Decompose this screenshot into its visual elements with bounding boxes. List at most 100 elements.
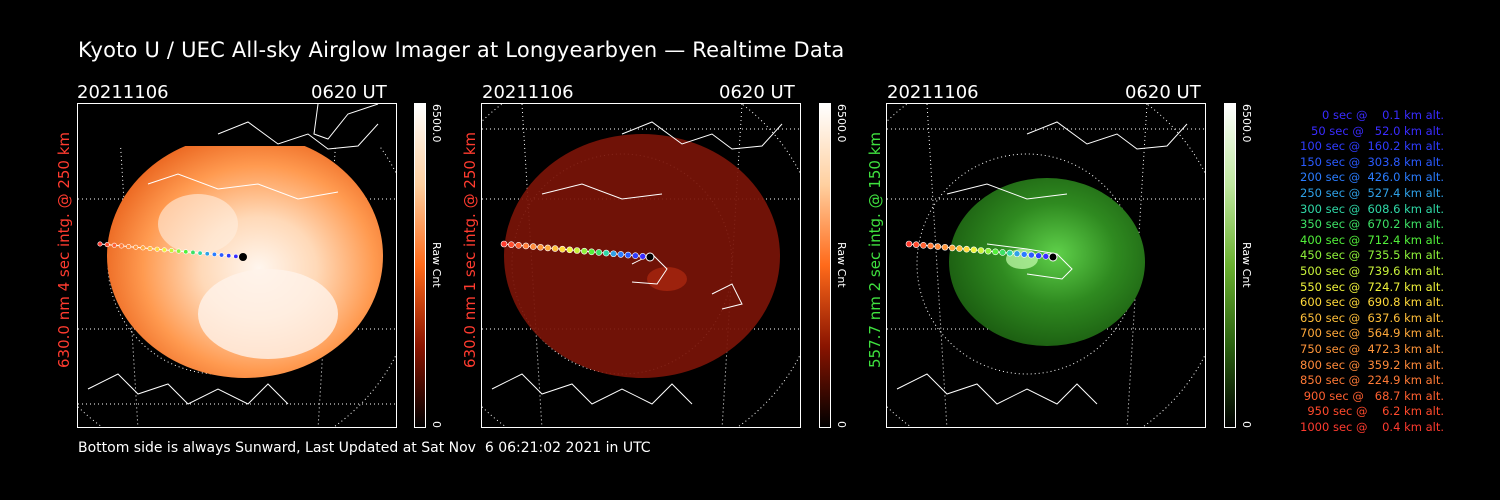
panel3-allsky-image (886, 103, 1206, 428)
panel1-wavelength-label: 630.0 nm 4 sec intg. @ 250 km (55, 131, 73, 368)
panel2-cbar-unit: Raw Cnt (835, 242, 848, 288)
legend-row: 900 sec @ 68.7 km alt. (1303, 388, 1444, 403)
panel3-colorbar (1224, 103, 1236, 428)
trajectory-point (140, 245, 146, 251)
trajectory-point (573, 247, 581, 254)
trajectory-point (581, 247, 588, 255)
trajectory-point (211, 251, 217, 257)
trajectory-point (183, 249, 189, 255)
trajectory-point (118, 243, 124, 249)
panel2-time: 0620 UT (719, 82, 795, 103)
trajectory-point (190, 249, 196, 255)
trajectory-point (169, 248, 175, 254)
trajectory-point (941, 243, 949, 251)
trajectory-point (104, 242, 110, 248)
trajectory-point (632, 252, 639, 259)
trajectory-point (522, 242, 530, 250)
trajectory-point (133, 244, 139, 250)
trajectory-point (1020, 251, 1028, 258)
legend-row: 750 sec @ 472.3 km alt. (1300, 341, 1444, 356)
legend-row: 850 sec @ 224.9 km alt. (1300, 373, 1444, 388)
legend-row: 50 sec @ 52.0 km alt. (1311, 123, 1444, 138)
trajectory-point (126, 244, 132, 250)
trajectory-point (617, 251, 625, 258)
legend-row: 300 sec @ 608.6 km alt. (1300, 201, 1444, 216)
panel3-time: 0620 UT (1125, 82, 1201, 103)
legend-row: 700 sec @ 564.9 km alt. (1300, 326, 1444, 341)
panel2-wavelength-label: 630.0 nm 1 sec intg. @ 250 km (461, 131, 479, 368)
panel2-cbar-max: 6500.0 (835, 104, 848, 143)
panel1-cbar-unit: Raw Cnt (430, 242, 443, 288)
trajectory-point (624, 251, 632, 259)
legend-row: 0 sec @ 0.1 km alt. (1321, 108, 1444, 122)
trajectory-point (1042, 253, 1050, 260)
panel1-image-canvas (78, 104, 396, 427)
trajectory-point (912, 241, 920, 248)
panel1-station-marker (239, 253, 247, 261)
page-title: Kyoto U / UEC All-sky Airglow Imager at … (78, 38, 845, 62)
trajectory-point (507, 241, 515, 248)
legend-row: 100 sec @ 160.2 km alt. (1300, 139, 1444, 154)
trajectory-point (559, 245, 566, 253)
panel1-colorbar (414, 103, 426, 428)
panel3-cbar-min: 0 (1240, 421, 1253, 428)
trajectory-point (544, 244, 552, 252)
trajectory-point (204, 251, 210, 257)
legend-row: 200 sec @ 426.0 km alt. (1300, 170, 1444, 185)
trajectory-point (999, 249, 1006, 256)
trajectory-point (970, 246, 978, 254)
trajectory-point (595, 249, 603, 256)
panel3-image-canvas (887, 104, 1205, 427)
legend-row: 400 sec @ 712.4 km alt. (1300, 232, 1444, 247)
panel1-allsky-image (77, 103, 397, 428)
panel2-image-canvas (482, 104, 800, 427)
trajectory-point (197, 250, 203, 256)
trajectory-point (588, 248, 595, 256)
trajectory-point (963, 245, 970, 253)
panel1-time: 0620 UT (311, 82, 387, 103)
trajectory-point (500, 240, 508, 248)
panel3-wavelength-label: 557.7 nm 2 sec intg. @ 150 km (866, 131, 884, 368)
trajectory-point (537, 243, 544, 251)
legend-row: 950 sec @ 6.2 km alt. (1307, 404, 1444, 419)
legend-row: 600 sec @ 690.8 km alt. (1300, 295, 1444, 310)
trajectory-point (992, 248, 999, 256)
panel3-cbar-max: 6500.0 (1240, 104, 1253, 143)
trajectory-point (226, 253, 232, 259)
legend-row: 250 sec @ 527.4 km alt. (1300, 185, 1444, 200)
legend-row: 550 sec @ 724.7 km alt. (1300, 279, 1444, 294)
trajectory-point (551, 245, 559, 252)
trajectory-point (147, 246, 153, 252)
trajectory-point (602, 249, 610, 257)
panel3-station-marker (1048, 252, 1058, 262)
trajectory-point (515, 242, 522, 249)
trajectory-point (984, 247, 992, 255)
panel1-date: 20211106 (77, 82, 169, 103)
trajectory-point (219, 252, 225, 258)
trajectory-point (1013, 250, 1021, 258)
trajectory-point (529, 243, 537, 250)
trajectory-legend: 0 sec @ 0.1 km alt. 50 sec @ 52.0 km alt.… (1262, 108, 1444, 435)
trajectory-point (566, 246, 573, 254)
trajectory-point (934, 243, 942, 250)
trajectory-point (956, 245, 963, 252)
trajectory-point (154, 246, 160, 252)
trajectory-point (905, 240, 913, 248)
panel2-cbar-min: 0 (835, 421, 848, 428)
legend-row: 650 sec @ 637.6 km alt. (1300, 310, 1444, 325)
panel2-station-marker (645, 252, 655, 262)
trajectory-point (1006, 249, 1014, 257)
footer-status: Bottom side is always Sunward, Last Upda… (78, 440, 651, 456)
trajectory-point (639, 253, 646, 260)
panel1-cbar-min: 0 (430, 421, 443, 428)
legend-row: 150 sec @ 303.8 km alt. (1300, 154, 1444, 169)
trajectory-point (927, 242, 934, 250)
legend-row: 1000 sec @ 0.4 km alt. (1300, 419, 1444, 434)
legend-row: 450 sec @ 735.5 km alt. (1300, 248, 1444, 263)
panel3-date: 20211106 (887, 82, 979, 103)
trajectory-point (161, 247, 167, 253)
legend-row: 500 sec @ 739.6 km alt. (1300, 263, 1444, 278)
panel2-allsky-image (481, 103, 801, 428)
trajectory-point (920, 242, 927, 249)
legend-row: 800 sec @ 359.2 km alt. (1300, 357, 1444, 372)
